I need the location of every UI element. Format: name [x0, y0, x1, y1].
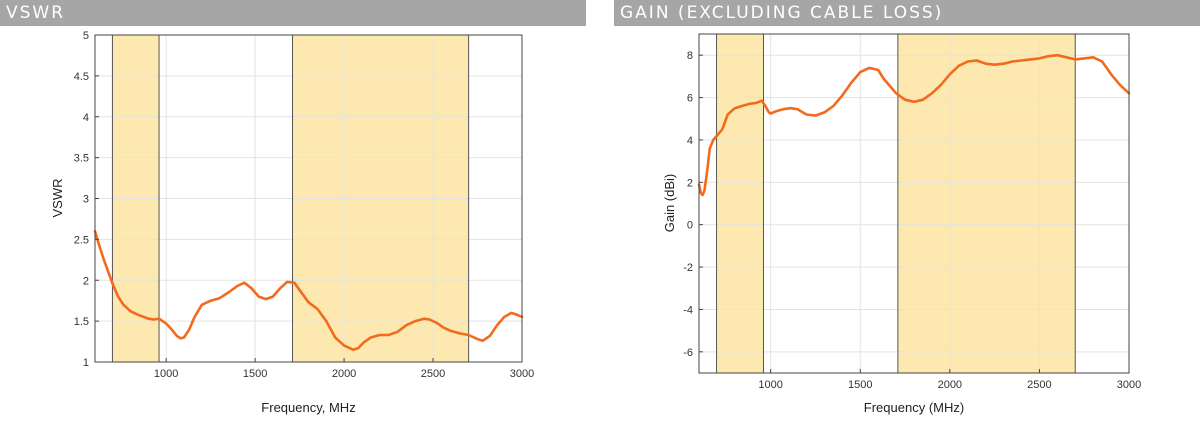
y-tick-label: 4 — [687, 135, 693, 147]
x-axis-label: Frequency, MHz — [261, 400, 355, 415]
y-tick-label: 1.5 — [74, 316, 89, 328]
vswr-chart: 1000 1500 2000 2500 3000 1 1.5 2 2.5 3 3.5 4 4.5 5 Fre… — [50, 30, 534, 415]
y-tick-label: 4.5 — [74, 71, 89, 83]
x-tick-label: 2000 — [332, 368, 356, 380]
y-axis-label: VSWR — [50, 179, 65, 218]
x-tick-label: 3000 — [1117, 379, 1141, 391]
y-tick-label: 6 — [687, 93, 693, 105]
y-tick-label: 1 — [83, 357, 89, 369]
gain-chart: 1000 1500 2000 2500 3000 -6 -4 -2 0 2 4 6 8 Frequency… — [662, 33, 1141, 415]
gain-header: GAIN (EXCLUDING CABLE LOSS) — [614, 0, 1200, 26]
series-line-0 — [93, 229, 524, 351]
vswr-header: VSWR — [0, 0, 586, 26]
x-tick-label: 2500 — [1027, 379, 1051, 391]
x-tick-label: 1500 — [243, 368, 267, 380]
y-tick-label: -6 — [683, 347, 693, 359]
y-tick-label: -2 — [683, 262, 693, 274]
y-axis-label: Gain (dBi) — [662, 174, 677, 233]
y-tick-label: 2 — [83, 275, 89, 287]
x-axis-label: Frequency (MHz) — [864, 400, 964, 415]
y-tick-label: 4 — [83, 112, 89, 124]
y-tick-label: 8 — [687, 50, 693, 62]
y-tick-label: 0 — [687, 220, 693, 232]
y-tick-label: 2.5 — [74, 234, 89, 246]
x-tick-label: 1000 — [154, 368, 178, 380]
y-tick-label: 2 — [687, 177, 693, 189]
x-tick-label: 3000 — [510, 368, 534, 380]
x-tick-label: 2000 — [938, 379, 962, 391]
gain-panel: GAIN (EXCLUDING CABLE LOSS) 1000 1500 2000… — [614, 0, 1200, 421]
x-tick-label: 2500 — [421, 368, 445, 380]
axes-frame — [698, 33, 1130, 374]
y-tick-label: 5 — [83, 30, 89, 42]
y-tick-label: 3 — [83, 194, 89, 206]
vswr-panel: VSWR 1000 1500 2000 2500 3000 1 1.5 2 2.5 3 3.5 4 4.… — [0, 0, 586, 421]
x-tick-label: 1500 — [848, 379, 872, 391]
series-line-0 — [697, 53, 1131, 197]
y-tick-label: 3.5 — [74, 153, 89, 165]
x-tick-label: 1000 — [758, 379, 782, 391]
y-tick-label: -4 — [683, 304, 693, 316]
frequency-band-1 — [897, 34, 1076, 373]
frequency-band-0 — [716, 34, 764, 373]
